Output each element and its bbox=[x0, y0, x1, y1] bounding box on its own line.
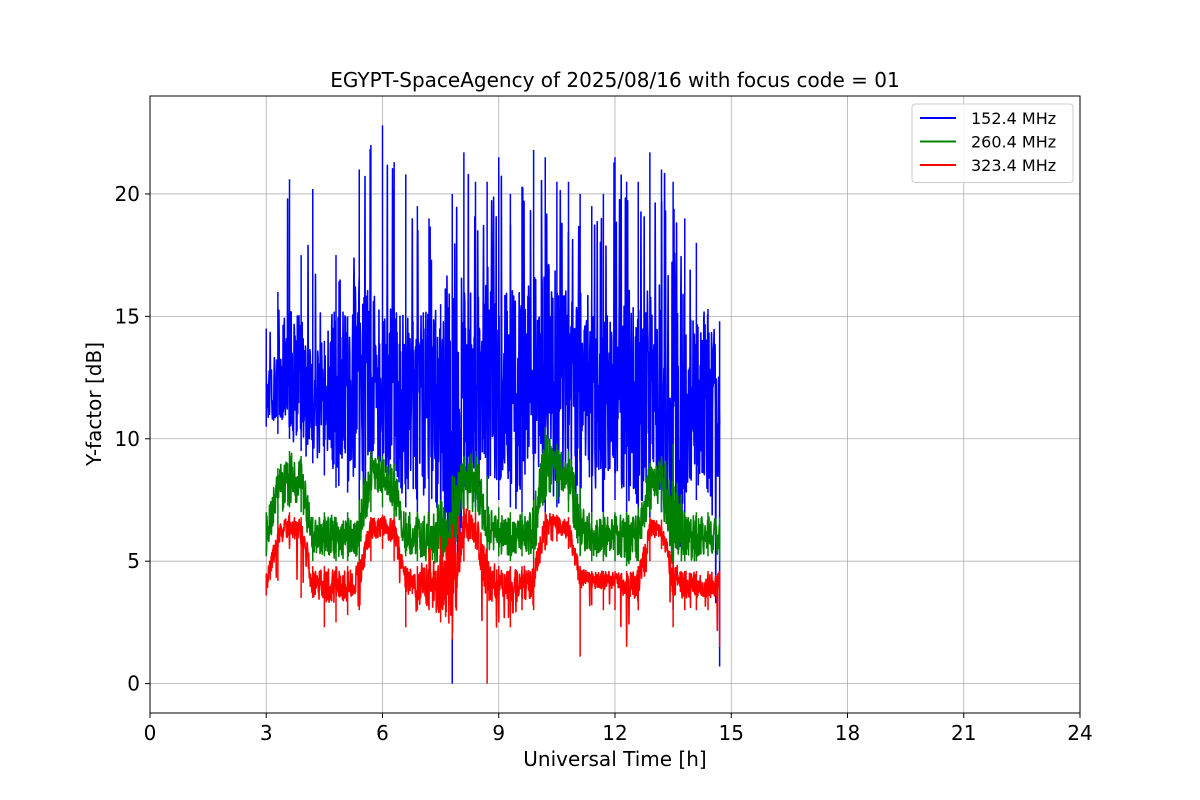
y-axis: 0 5 10 15 20 bbox=[115, 182, 150, 696]
x-tick-label: 15 bbox=[719, 721, 744, 745]
y-tick-label: 5 bbox=[127, 549, 140, 573]
chart-title: EGYPT-SpaceAgency of 2025/08/16 with foc… bbox=[330, 68, 899, 92]
legend-box bbox=[911, 103, 1074, 183]
series-line bbox=[265, 508, 721, 641]
y-tick-label: 0 bbox=[127, 672, 140, 696]
series-line bbox=[265, 148, 721, 607]
legend: 152.4 MHz 260.4 MHz 323.4 MHz bbox=[911, 103, 1074, 183]
series-323-4-mhz bbox=[265, 507, 721, 684]
series-line bbox=[265, 434, 721, 573]
x-tick-label: 0 bbox=[144, 721, 157, 745]
x-tick-label: 24 bbox=[1067, 721, 1092, 745]
x-tick-label: 21 bbox=[951, 721, 976, 745]
series-152-4-mhz bbox=[265, 125, 721, 684]
x-tick-label: 12 bbox=[602, 721, 627, 745]
data-layer bbox=[265, 125, 721, 684]
x-tick-label: 18 bbox=[835, 721, 860, 745]
x-tick-label: 9 bbox=[492, 721, 505, 745]
x-axis: 0 3 6 9 12 15 18 21 24 bbox=[144, 713, 1093, 745]
legend-label: 323.4 MHz bbox=[971, 156, 1056, 175]
x-tick-label: 6 bbox=[376, 721, 389, 745]
y-tick-label: 20 bbox=[115, 182, 140, 206]
x-tick-label: 3 bbox=[260, 721, 273, 745]
legend-label: 152.4 MHz bbox=[971, 109, 1056, 128]
y-axis-label: Y-factor [dB] bbox=[82, 342, 106, 467]
y-tick-label: 10 bbox=[115, 427, 140, 451]
legend-label: 260.4 MHz bbox=[971, 133, 1056, 152]
y-tick-label: 15 bbox=[115, 304, 140, 328]
x-axis-label: Universal Time [h] bbox=[523, 747, 706, 771]
